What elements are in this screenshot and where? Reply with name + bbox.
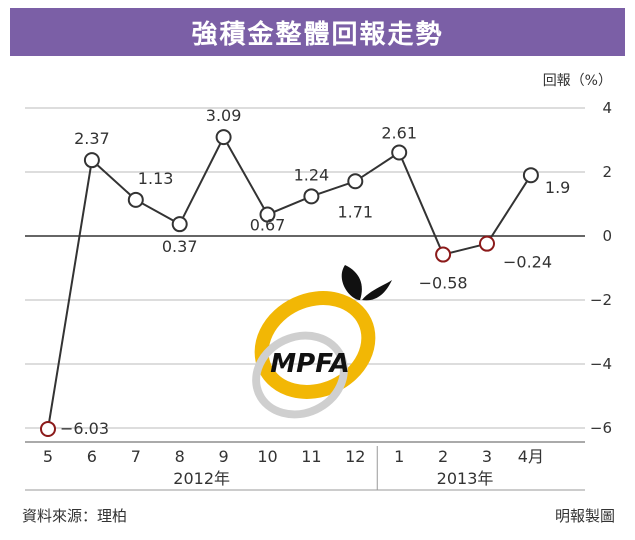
data-label: 2.61 [381,123,417,142]
logo-yellow-ring [254,291,376,399]
data-point [127,191,144,208]
y-tick-label: −2 [590,291,612,309]
data-point [303,188,320,205]
data-label: 1.9 [545,178,570,197]
credit-note: 明報製圖 [554,507,615,525]
data-label: 1.71 [337,202,373,221]
series-line-layer [40,129,539,437]
x-tick-label: 6 [87,447,97,466]
x-tick-label: 5 [43,447,53,466]
x-tick-label: 7 [131,447,141,466]
y-tick-label: 2 [602,163,612,181]
x-tick-label: 4月 [518,447,544,466]
data-label: 1.24 [294,165,330,184]
data-label: 2.37 [74,129,110,148]
data-point [171,216,188,233]
data-label: 3.09 [206,106,242,125]
y-tick-label: 4 [602,99,612,117]
data-point [83,152,100,169]
data-label: −0.24 [503,253,552,272]
data-label-layer: −6.03 2.37 1.13 0.37 3.09 0.67 1.24 1.71 2.61 −0.… [60,106,570,438]
data-point [479,235,495,252]
data-point [40,420,56,437]
data-point [347,173,364,190]
x-tick-label: 12 [345,447,365,466]
x-tick-label: 11 [301,447,321,466]
logo-leaf-right [362,280,392,301]
logo-leaf-left [341,265,362,300]
data-label: 1.13 [138,169,174,188]
y-tick-label: −4 [590,355,612,373]
x-tick-label: 2 [438,447,448,466]
line-chart: MPFA −6.03 2.37 1.13 0.37 3.09 0.67 1.24 1.71 2.… [25,73,612,491]
y-axis-label: 回報（%） [543,73,612,89]
grid-layer [25,107,585,429]
mpfa-logo-watermark: MPFA [252,265,392,419]
data-label: −6.03 [60,419,109,438]
year-group-label: 2012年 [173,469,230,488]
logo-grey-ring [252,331,348,419]
chart-title: 強積金整體回報走勢 [191,19,444,50]
data-label: 0.67 [250,216,286,235]
data-label: 0.37 [162,237,198,256]
x-tick-label: 9 [219,447,229,466]
source-note: 資料來源：理柏 [22,507,128,525]
data-label: −0.58 [419,274,468,293]
data-point [522,167,539,184]
data-point [435,246,452,263]
data-point [215,129,232,146]
chart-panel [10,56,625,496]
data-point [391,144,408,161]
year-group-label: 2013年 [437,469,494,488]
x-tick-label: 10 [257,447,277,466]
data-point [259,206,276,223]
chart-title-bar: 強積金整體回報走勢 [10,8,625,56]
y-tick-label: 0 [602,227,612,245]
x-tick-label: 3 [482,447,492,466]
x-tick-label: 1 [394,447,404,466]
logo-text: MPFA [270,349,349,379]
x-tick-label: 8 [175,447,185,466]
y-tick-label: −6 [590,419,612,437]
